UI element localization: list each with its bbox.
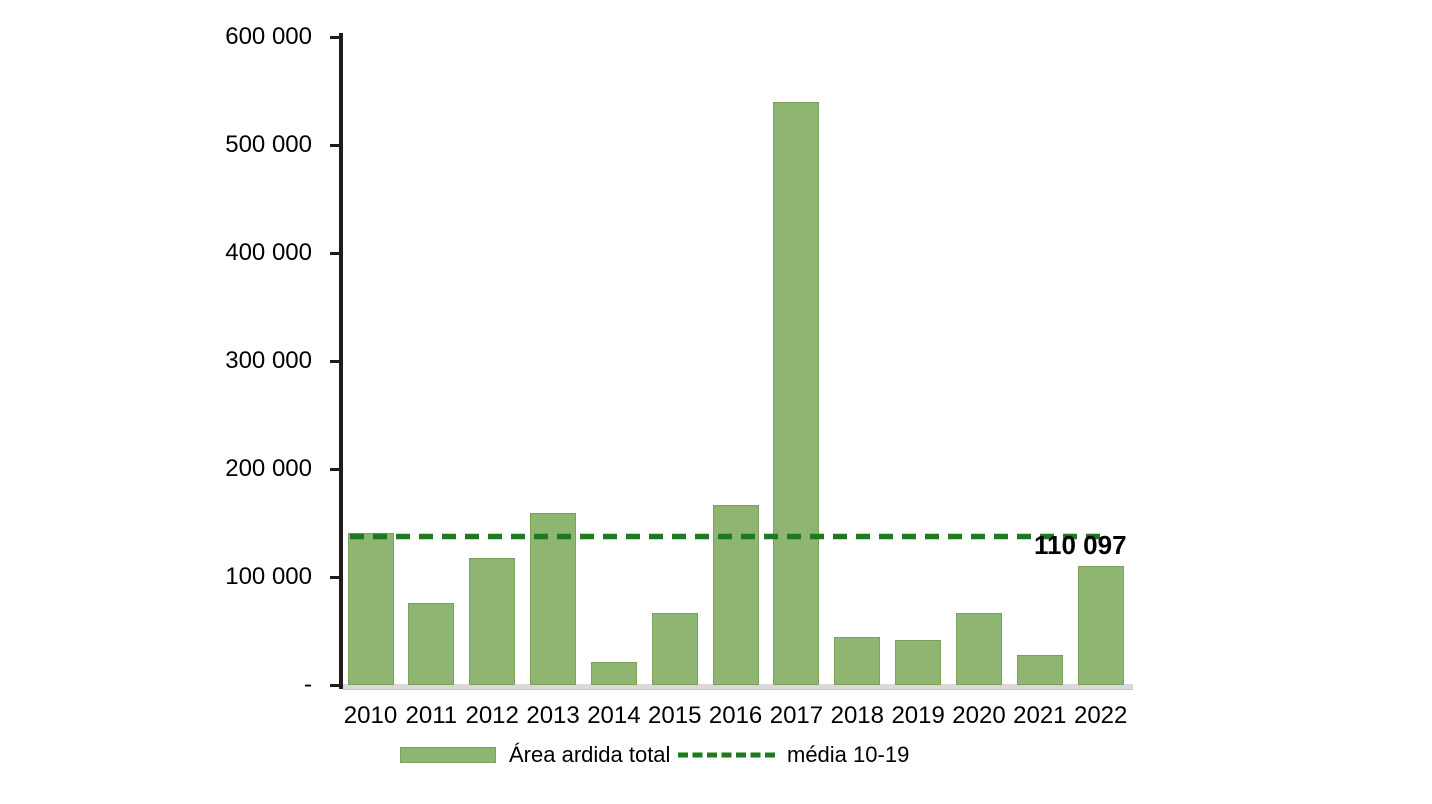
y-axis-label: - [304,671,312,698]
bar-2016 [712,504,759,685]
legend-line-label: média 10-19 [787,742,910,767]
y-axis-label: 100 000 [225,563,312,590]
y-axis-label: 600 000 [225,23,312,50]
value-annotation-2022: 110 097 [1034,530,1127,560]
y-axis-label: 300 000 [225,347,312,374]
bar-2013 [530,513,577,685]
x-axis-label-2011: 2011 [405,702,458,729]
bar-2010 [347,532,394,685]
bar-2014 [590,662,637,685]
y-axis-tick [330,575,342,579]
x-axis-label-2014: 2014 [587,702,641,729]
y-axis-label: 200 000 [225,455,312,482]
bar-2012 [469,557,516,685]
x-axis-label-2017: 2017 [769,702,824,729]
x-axis-label-2015: 2015 [648,702,702,729]
legend-bar-swatch-icon [400,747,496,763]
bar-2021 [1016,654,1063,685]
y-axis-tick [330,467,342,471]
y-axis-tick [330,35,342,39]
bar-2018 [834,637,881,685]
x-axis-label-2013: 2013 [526,702,580,729]
y-axis-label: 500 000 [225,131,312,158]
y-axis-label: 400 000 [225,239,312,266]
y-axis-tick [330,143,342,147]
x-axis-label-2012: 2012 [465,702,519,729]
x-axis-label-2022: 2022 [1073,702,1128,729]
x-axis-label-2019: 2019 [891,702,945,729]
x-axis-label-2021: 2021 [1013,702,1067,729]
legend-dashed-line-icon [678,752,776,758]
bar-2019 [895,639,942,685]
legend: Área ardida total média 10-19 [0,740,1432,770]
x-axis-label-2018: 2018 [830,702,884,729]
y-axis-tick [330,251,342,255]
x-axis-label-2010: 2010 [343,702,398,729]
bar-2020 [956,612,1002,685]
bar-2011 [408,602,455,685]
y-axis-tick [330,359,342,363]
legend-bar-label: Área ardida total [509,742,671,767]
x-axis-label-2016: 2016 [708,702,763,729]
x-axis-baseline [343,684,1133,690]
bar-2017 [773,101,820,685]
bar-2015 [651,612,698,685]
y-axis-tick [330,683,342,687]
x-axis-label-2020: 2020 [952,702,1006,729]
bar-2022 [1077,566,1124,685]
